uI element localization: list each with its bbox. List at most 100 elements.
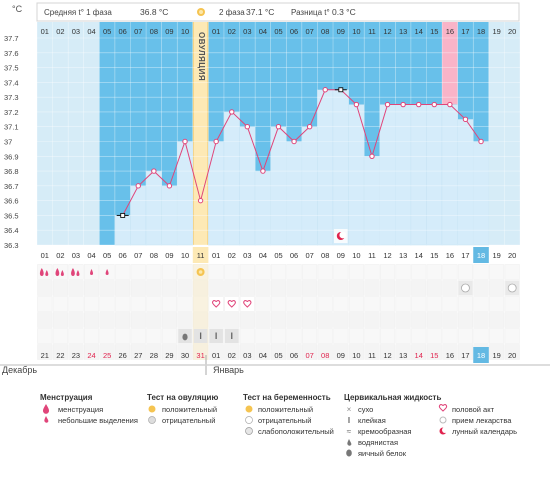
symptom-cell[interactable] bbox=[52, 280, 68, 296]
symptom-cell[interactable] bbox=[255, 344, 271, 360]
symptom-cell[interactable] bbox=[161, 312, 177, 328]
calendar-date-label[interactable]: 06 bbox=[290, 351, 298, 360]
symptom-cell[interactable] bbox=[146, 344, 162, 360]
symptom-cell[interactable] bbox=[317, 344, 333, 360]
symptom-cell[interactable] bbox=[348, 280, 364, 296]
symptom-cell[interactable] bbox=[52, 328, 68, 344]
temperature-point[interactable] bbox=[244, 124, 251, 130]
temperature-point[interactable] bbox=[213, 138, 219, 145]
symptom-cell[interactable] bbox=[270, 296, 287, 312]
symptom-cell[interactable] bbox=[130, 328, 146, 344]
symptom-cell[interactable] bbox=[37, 328, 53, 344]
calendar-date-label[interactable]: 07 bbox=[305, 351, 313, 360]
symptom-cell[interactable] bbox=[364, 264, 380, 280]
temperature-point[interactable] bbox=[166, 183, 173, 189]
calendar-date-label[interactable]: 09 bbox=[337, 351, 345, 360]
calendar-date-label[interactable]: 22 bbox=[56, 351, 64, 360]
symptom-cell[interactable] bbox=[239, 312, 255, 328]
symptom-cell[interactable] bbox=[411, 344, 427, 360]
symptom-cell[interactable] bbox=[504, 264, 520, 280]
symptom-cell[interactable] bbox=[130, 344, 146, 360]
symptom-cell[interactable] bbox=[270, 328, 287, 344]
calendar-date-label[interactable]: 08 bbox=[321, 351, 329, 360]
temperature-point[interactable] bbox=[353, 101, 360, 108]
symptom-cell[interactable] bbox=[489, 264, 505, 280]
calendar-date-label[interactable]: 29 bbox=[165, 351, 173, 360]
symptom-cell[interactable] bbox=[99, 344, 115, 360]
symptom-cell[interactable] bbox=[208, 344, 224, 360]
temperature-point[interactable] bbox=[197, 197, 204, 204]
calendar-date-label[interactable]: 28 bbox=[150, 351, 158, 360]
axis-day-label[interactable]: 04 bbox=[87, 251, 95, 260]
symptom-cell[interactable] bbox=[115, 280, 131, 296]
symptom-cell[interactable] bbox=[457, 328, 473, 344]
symptom-cell[interactable] bbox=[146, 264, 162, 280]
temperature-point[interactable] bbox=[291, 138, 297, 145]
temperature-point[interactable] bbox=[400, 101, 406, 108]
temperature-point[interactable] bbox=[306, 124, 313, 130]
symptom-cell[interactable] bbox=[130, 264, 146, 280]
axis-day-label[interactable]: 09 bbox=[165, 251, 173, 260]
axis-day-label[interactable]: 04 bbox=[259, 251, 267, 260]
symptom-cell[interactable] bbox=[177, 312, 193, 328]
symptom-cell[interactable] bbox=[411, 280, 427, 296]
symptom-cell[interactable] bbox=[286, 344, 302, 360]
symptom-cell[interactable] bbox=[333, 312, 349, 328]
symptom-cell[interactable] bbox=[286, 264, 302, 280]
symptom-cell[interactable] bbox=[130, 312, 146, 328]
symptom-cell[interactable] bbox=[224, 344, 240, 360]
temperature-point[interactable] bbox=[120, 212, 126, 218]
symptom-cell[interactable] bbox=[68, 280, 84, 296]
symptom-cell[interactable] bbox=[115, 344, 131, 360]
symptom-cell[interactable] bbox=[426, 344, 442, 360]
symptom-cell[interactable] bbox=[473, 280, 489, 296]
symptom-cell[interactable] bbox=[426, 328, 442, 344]
symptom-cell[interactable] bbox=[239, 328, 255, 344]
symptom-cell[interactable] bbox=[270, 312, 287, 328]
symptom-cell[interactable] bbox=[130, 296, 146, 312]
temperature-point[interactable] bbox=[229, 109, 235, 115]
symptom-cell[interactable] bbox=[193, 296, 209, 312]
symptom-cell[interactable] bbox=[333, 344, 349, 360]
symptom-cell[interactable] bbox=[68, 328, 84, 344]
symptom-cell[interactable] bbox=[193, 280, 209, 296]
symptom-cell[interactable] bbox=[348, 328, 364, 344]
symptom-cell[interactable] bbox=[489, 344, 505, 360]
temperature-point[interactable] bbox=[416, 101, 422, 108]
axis-day-label[interactable]: 08 bbox=[150, 251, 158, 260]
symptom-cell[interactable] bbox=[239, 264, 255, 280]
calendar-date-label[interactable]: 30 bbox=[181, 351, 189, 360]
symptom-cell[interactable] bbox=[442, 328, 458, 344]
calendar-date-label[interactable]: 04 bbox=[259, 351, 267, 360]
calendar-date-label[interactable]: 15 bbox=[430, 351, 438, 360]
axis-day-label[interactable]: 15 bbox=[430, 251, 438, 260]
symptom-cell[interactable] bbox=[177, 344, 193, 360]
symptom-cell[interactable] bbox=[68, 344, 84, 360]
axis-day-label[interactable]: 01 bbox=[41, 251, 49, 260]
axis-day-label[interactable]: 06 bbox=[290, 251, 298, 260]
symptom-cell[interactable] bbox=[364, 312, 380, 328]
calendar-date-label[interactable]: 14 bbox=[415, 351, 423, 360]
symptom-cell[interactable] bbox=[317, 312, 333, 328]
symptom-cell[interactable] bbox=[161, 264, 177, 280]
symptom-cell[interactable] bbox=[161, 328, 177, 344]
axis-day-label[interactable]: 18 bbox=[477, 251, 485, 260]
calendar-date-label[interactable]: 18 bbox=[477, 351, 485, 360]
symptom-cell[interactable] bbox=[83, 344, 100, 360]
symptom-cell[interactable] bbox=[442, 280, 458, 296]
temperature-point[interactable] bbox=[275, 124, 282, 130]
axis-day-label[interactable]: 14 bbox=[415, 251, 423, 260]
calendar-date-label[interactable]: 19 bbox=[492, 351, 500, 360]
symptom-cell[interactable] bbox=[270, 280, 287, 296]
temperature-point[interactable] bbox=[151, 168, 157, 174]
axis-day-label[interactable]: 07 bbox=[134, 251, 142, 260]
symptom-cell[interactable] bbox=[68, 312, 84, 328]
symptom-cell[interactable] bbox=[504, 344, 520, 360]
axis-day-label[interactable]: 10 bbox=[352, 251, 360, 260]
symptom-cell[interactable] bbox=[130, 280, 146, 296]
axis-day-label[interactable]: 05 bbox=[274, 251, 282, 260]
symptom-cell[interactable] bbox=[99, 296, 115, 312]
temperature-point[interactable] bbox=[447, 101, 453, 108]
axis-day-label[interactable]: 11 bbox=[368, 251, 376, 260]
symptom-cell[interactable] bbox=[395, 264, 411, 280]
